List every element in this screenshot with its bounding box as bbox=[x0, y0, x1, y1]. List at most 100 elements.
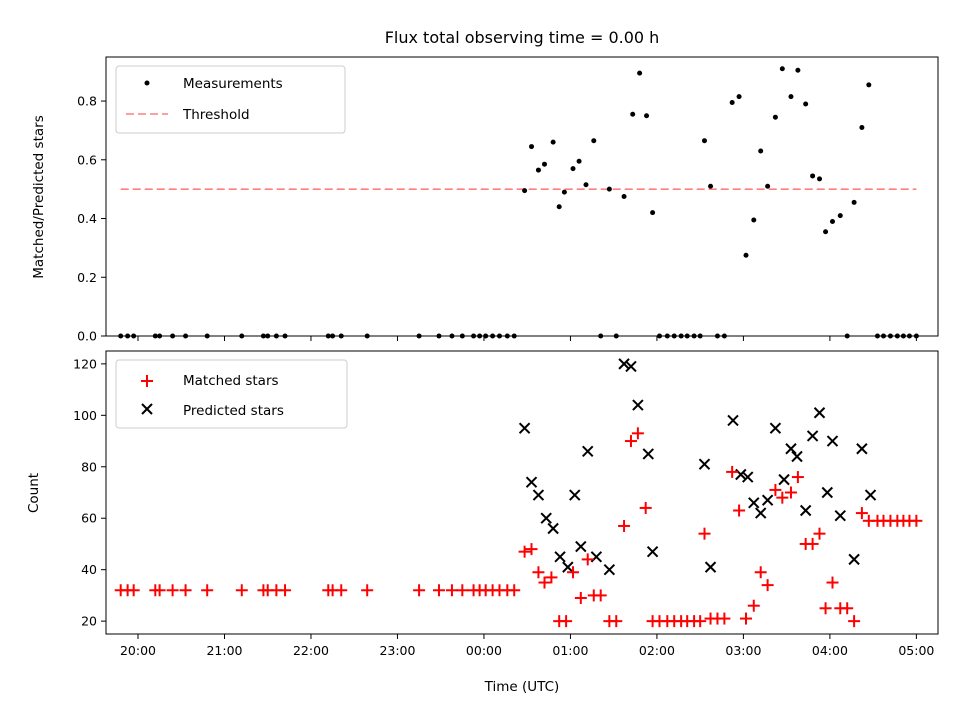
bottom-legend-box bbox=[115, 359, 348, 429]
top-y-tick-label: 0.8 bbox=[77, 94, 97, 109]
matched-star-point bbox=[560, 615, 573, 628]
legend-measurement-marker bbox=[144, 80, 150, 86]
matched-star-point bbox=[910, 514, 923, 527]
measurement-point bbox=[817, 176, 823, 182]
measurement-point bbox=[535, 167, 541, 173]
predicted-star-point bbox=[748, 497, 760, 509]
matched-star-point bbox=[754, 566, 767, 579]
matched-star-point bbox=[784, 486, 797, 499]
bottom-y-tick-label: 20 bbox=[81, 614, 97, 629]
predicted-star-point bbox=[554, 551, 566, 563]
top-legend-box bbox=[115, 65, 346, 134]
measurement-point bbox=[810, 173, 816, 179]
matched-star-point bbox=[639, 501, 652, 514]
legend-matched: Matched stars bbox=[183, 373, 279, 389]
predicted-star-point bbox=[625, 360, 637, 373]
matched-star-point bbox=[525, 543, 538, 556]
x-tick-label: 22:00 bbox=[293, 643, 329, 658]
measurement-point bbox=[837, 213, 843, 219]
measurement-point bbox=[765, 183, 771, 189]
top-plot-frame bbox=[105, 56, 939, 337]
matched-star-point bbox=[718, 612, 731, 625]
measurement-point bbox=[729, 100, 735, 106]
legend-matched-marker bbox=[141, 375, 153, 387]
matched-star-point bbox=[581, 553, 594, 566]
x-tick-label: 03:00 bbox=[725, 643, 761, 658]
measurement-point bbox=[758, 148, 764, 154]
matched-star-point bbox=[508, 584, 521, 597]
top-y-tick-label: 0.0 bbox=[77, 329, 97, 344]
measurement-point bbox=[650, 210, 656, 216]
matched-star-point bbox=[567, 566, 580, 579]
matched-star-point bbox=[201, 584, 214, 597]
measurement-point bbox=[561, 189, 567, 195]
matched-star-point bbox=[127, 584, 140, 597]
predicted-star-point bbox=[540, 512, 552, 524]
measurement-point bbox=[788, 94, 794, 100]
predicted-star-point bbox=[698, 458, 711, 470]
bottom-y-ticks: 20 40 60 80 100 120 bbox=[73, 356, 106, 629]
matched-star-point bbox=[166, 584, 179, 597]
predicted-star-point bbox=[562, 561, 574, 573]
matched-star-point bbox=[574, 591, 587, 604]
bottom-y-tick-label: 120 bbox=[73, 356, 97, 371]
matched-star-point bbox=[848, 615, 861, 628]
predicted-star-point bbox=[761, 494, 774, 506]
predicted-star-point bbox=[603, 563, 616, 576]
matched-star-point bbox=[335, 584, 348, 597]
matched-star-points bbox=[114, 427, 923, 628]
matched-star-point bbox=[841, 602, 854, 615]
matched-star-point bbox=[445, 584, 458, 597]
top-y-tick-label: 0.2 bbox=[77, 270, 97, 285]
measurement-point bbox=[576, 158, 582, 164]
x-tick-label: 02:00 bbox=[639, 643, 675, 658]
top-y-ticks: 0.0 0.2 0.4 0.6 0.8 bbox=[77, 94, 106, 344]
measurement-point bbox=[795, 67, 801, 73]
bottom-legend: Matched stars Predicted stars bbox=[115, 359, 348, 429]
predicted-star-point bbox=[791, 450, 803, 463]
matched-star-point bbox=[819, 602, 832, 615]
matched-star-point bbox=[538, 576, 551, 589]
predicted-star-point bbox=[769, 422, 782, 434]
matched-star-point bbox=[698, 527, 711, 540]
top-legend: Measurements Threshold bbox=[115, 65, 346, 134]
predicted-star-point bbox=[704, 561, 717, 573]
legend-measurements: Measurements bbox=[183, 76, 283, 92]
measurement-point bbox=[736, 94, 742, 100]
matched-star-point bbox=[361, 584, 374, 597]
measurement-point bbox=[621, 194, 627, 199]
measurement-point bbox=[630, 111, 636, 117]
bottom-y-tick-label: 100 bbox=[73, 408, 97, 423]
bottom-x-ticks: 20:00 21:00 22:00 23:00 00:00 01:00 02:00 03:00… bbox=[120, 634, 934, 658]
measurement-point bbox=[606, 186, 612, 192]
bottom-y-tick-label: 60 bbox=[81, 511, 97, 526]
measurement-point bbox=[644, 113, 650, 119]
legend-predicted: Predicted stars bbox=[183, 403, 284, 419]
predicted-star-point bbox=[785, 443, 797, 455]
matched-star-point bbox=[855, 507, 868, 520]
predicted-star-point bbox=[754, 507, 767, 519]
measurement-point bbox=[803, 101, 809, 107]
x-tick-label: 20:00 bbox=[120, 643, 156, 658]
matched-star-point bbox=[179, 584, 192, 597]
matched-star-point bbox=[235, 584, 248, 597]
predicted-star-point bbox=[618, 358, 630, 370]
x-tick-label: 00:00 bbox=[466, 643, 502, 658]
matched-star-point bbox=[747, 599, 760, 612]
predicted-star-point bbox=[848, 553, 860, 566]
matched-star-point bbox=[826, 576, 839, 589]
matched-star-point bbox=[432, 584, 445, 597]
matched-star-point bbox=[624, 435, 637, 448]
x-tick-label: 21:00 bbox=[206, 643, 242, 658]
matched-star-point bbox=[532, 566, 545, 579]
bottom-y-tick-label: 40 bbox=[81, 562, 97, 577]
matched-star-point bbox=[518, 545, 531, 558]
measurement-point bbox=[583, 182, 589, 188]
predicted-star-point bbox=[532, 489, 545, 501]
predicted-star-point bbox=[821, 486, 834, 499]
matched-star-point bbox=[740, 612, 752, 625]
measurement-point bbox=[866, 82, 872, 88]
measurement-point bbox=[851, 199, 857, 205]
predicted-star-point bbox=[547, 522, 559, 535]
